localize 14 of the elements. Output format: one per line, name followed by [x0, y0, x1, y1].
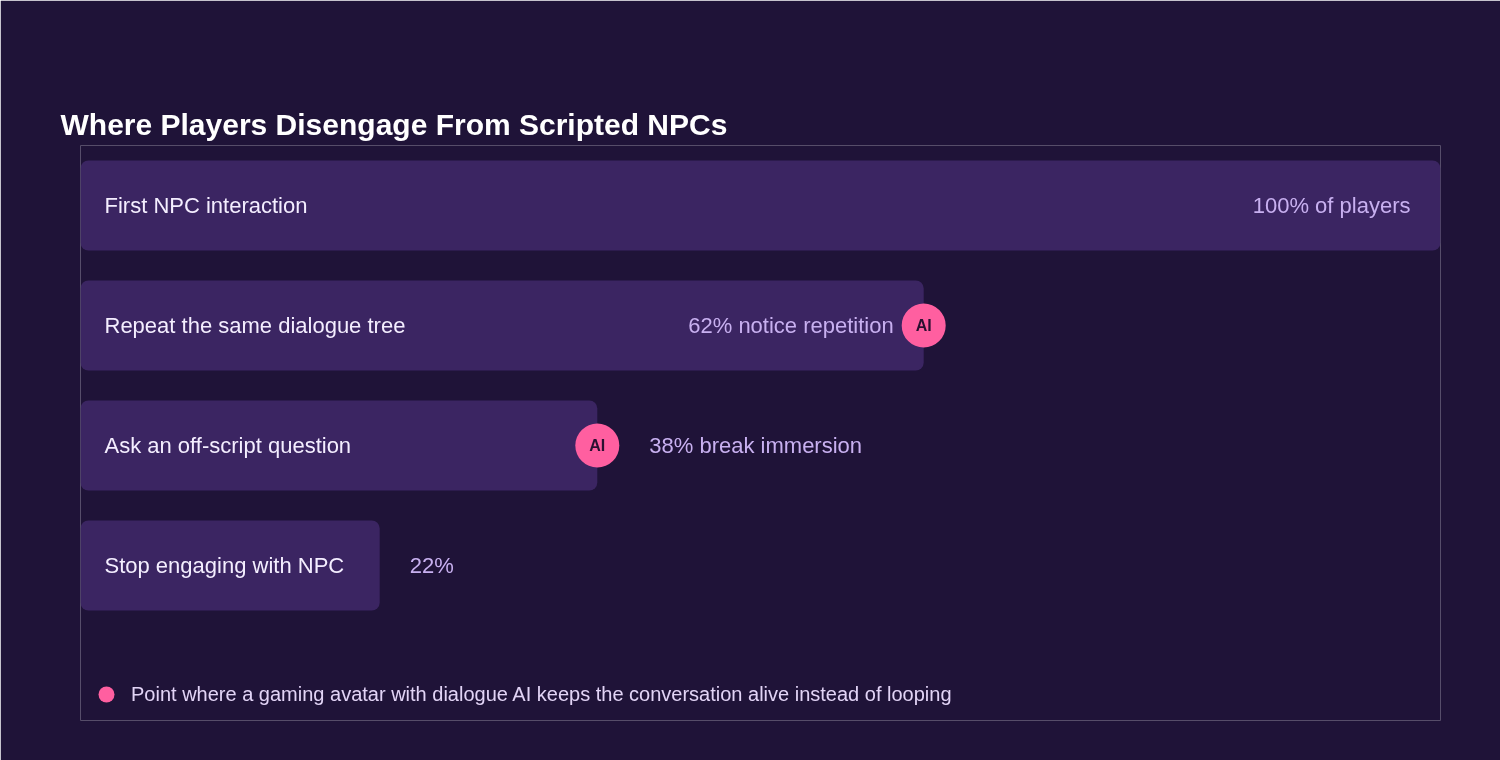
chart-title: Where Players Disengage From Scripted NPCs [60, 107, 728, 141]
y-tick-label: Repeat the same dialogue tree [104, 313, 406, 338]
legend-label: Point where a gaming avatar with dialogue AI keeps the conversation alive instead of looping [131, 682, 952, 706]
data-label: 22% [409, 553, 454, 578]
bar [80, 520, 380, 611]
data-label: AI [589, 437, 606, 454]
data-label: 100% of players [1252, 193, 1411, 218]
y-tick-label: Ask an off-script question [104, 433, 352, 458]
y-tick-label: First NPC interaction [104, 193, 308, 218]
data-label: 62% notice repetition [688, 313, 894, 338]
y-tick-label: Stop engaging with NPC [104, 553, 345, 578]
data-label: AI [915, 317, 932, 334]
data-label: 38% break immersion [649, 433, 863, 458]
bar [80, 160, 1441, 251]
